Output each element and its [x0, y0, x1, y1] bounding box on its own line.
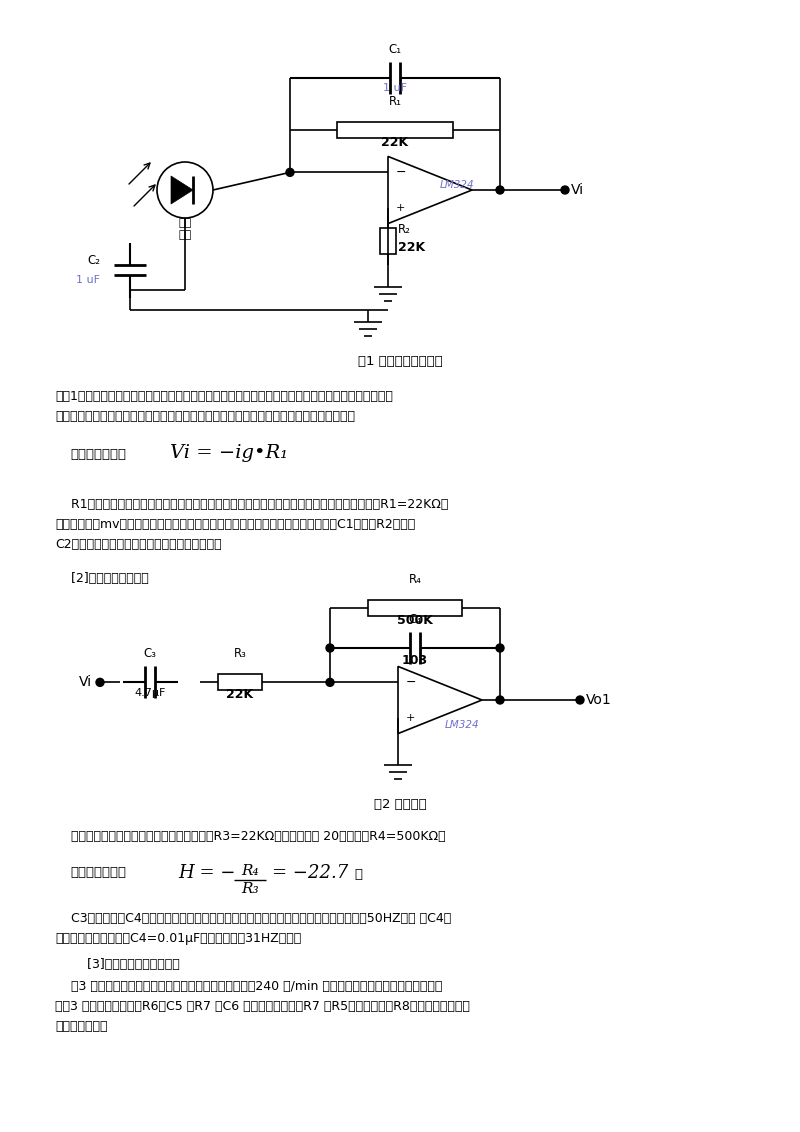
Text: C3用来隔直；C4用以防止放大器自激并起到低通作用，为了不影响有用信号又能滤掄50HZ干扰 ，C4不: C3用来隔直；C4用以防止放大器自激并起到低通作用，为了不影响有用信号又能滤掄5…	[55, 912, 451, 925]
Circle shape	[496, 696, 504, 704]
Circle shape	[576, 696, 584, 704]
Circle shape	[496, 644, 504, 652]
Text: +: +	[396, 203, 406, 213]
Text: 图3 为二级低通放大电路。按人体脉携在最高跳动次数240 次/min 计算，据归一化法设计低通放大器，: 图3 为二级低通放大电路。按人体脉携在最高跳动次数240 次/min 计算，据归…	[55, 980, 442, 993]
Text: R₂: R₂	[398, 223, 411, 235]
Text: Vi = −ig•R₁: Vi = −ig•R₁	[170, 444, 288, 462]
Text: 1 uF: 1 uF	[76, 275, 100, 285]
Text: C₃: C₃	[143, 648, 157, 660]
Text: 22K: 22K	[226, 688, 254, 702]
Text: Vi: Vi	[79, 676, 92, 689]
Text: −: −	[396, 166, 406, 179]
Circle shape	[561, 186, 569, 194]
Text: 1 uF: 1 uF	[383, 83, 407, 93]
Text: 4.7μF: 4.7μF	[134, 688, 166, 698]
Text: = −22.7: = −22.7	[272, 864, 348, 882]
Text: R₃: R₃	[241, 882, 259, 897]
Text: 图1 光电信号转换电路: 图1 光电信号转换电路	[358, 355, 442, 368]
Circle shape	[286, 169, 294, 177]
Text: −: −	[406, 676, 417, 689]
Text: 确光
电池: 确光 电池	[178, 218, 192, 240]
Text: 电路的输出为：: 电路的输出为：	[70, 448, 126, 461]
Polygon shape	[171, 175, 193, 204]
Text: R₃: R₃	[234, 648, 246, 660]
Text: 103: 103	[402, 654, 428, 667]
Text: 图2 一级放大: 图2 一级放大	[374, 798, 426, 811]
Text: 得理想放大倍数: 得理想放大倍数	[70, 866, 126, 880]
Text: 能太大也不能太小，取C4=0.01μF将频率截止到31HZ恰好。: 能太大也不能太小，取C4=0.01μF将频率截止到31HZ恰好。	[55, 932, 302, 945]
Bar	[368, 600, 462, 616]
Text: C₂: C₂	[87, 254, 100, 266]
Text: 如图1，换能元件为确光电池，脉携信号的拾取实际上是光透过指尖射到确光电池时发生相应的强度变: 如图1，换能元件为确光电池，脉携信号的拾取实际上是光透过指尖射到确光电池时发生相…	[55, 391, 393, 403]
Text: C₁: C₁	[389, 43, 402, 55]
Text: [2]一级反向放大电路: [2]一级反向放大电路	[55, 572, 149, 585]
Circle shape	[326, 644, 334, 652]
Text: LM324: LM324	[440, 180, 474, 190]
Text: R₁: R₁	[389, 95, 402, 108]
Text: 使得输出达到mv级。为了抑制高频干扰和消除运放输入偏置电流的影响，接入电容C1、电阾R2和电容: 使得输出达到mv级。为了抑制高频干扰和消除运放输入偏置电流的影响，接入电容C1、…	[55, 518, 415, 531]
Text: 500K: 500K	[397, 614, 433, 627]
Text: 倍: 倍	[354, 868, 362, 881]
Text: LM324: LM324	[445, 720, 480, 730]
Text: +: +	[406, 713, 415, 722]
Text: Vo1: Vo1	[586, 693, 612, 708]
Text: Vi: Vi	[571, 183, 584, 197]
Circle shape	[326, 678, 334, 686]
Circle shape	[496, 186, 504, 194]
Text: R₄: R₄	[241, 864, 259, 878]
Text: H = −: H = −	[178, 864, 235, 882]
Text: C₄: C₄	[409, 614, 422, 626]
Circle shape	[96, 678, 104, 686]
Text: 为了与前面匹配，并使选用器件简便，选择R3=22KΩ，为满足放大 20倍，选用R4=500KΩ。: 为了与前面匹配，并使选用器件简便，选择R3=22KΩ，为满足放大 20倍，选用R…	[55, 830, 446, 843]
Text: 22K: 22K	[398, 241, 425, 254]
Text: 化，从而产生确光电池电流的微弱变化，再经过放大而得到的。所拾取的信号为电压信号。: 化，从而产生确光电池电流的微弱变化，再经过放大而得到的。所拾取的信号为电压信号。	[55, 410, 355, 423]
Text: [3]后置二阶低通放大电路: [3]后置二阶低通放大电路	[55, 958, 180, 971]
Text: 22K: 22K	[382, 136, 409, 149]
Bar	[218, 675, 262, 691]
Text: R₄: R₄	[409, 573, 422, 586]
Text: R1过大，稳定性差，容易产生漂移误差，影响增益粿度，考虑到灵敏度和线性度的协调，选R1=22KΩ，: R1过大，稳定性差，容易产生漂移误差，影响增益粿度，考虑到灵敏度和线性度的协调，…	[55, 498, 448, 511]
Bar	[338, 122, 453, 138]
Text: 不平衡的影响。: 不平衡的影响。	[55, 1020, 107, 1034]
Text: C2。电容的取值是基于脉携信号的频率考虑的。: C2。电容的取值是基于脉携信号的频率考虑的。	[55, 538, 222, 551]
Text: 如图3 所示。转折频率由R6、C5 、R7 和C6 决定，放大倍数由R7 和R5的比値决定，R8用来减小输入阱抗: 如图3 所示。转折频率由R6、C5 、R7 和C6 决定，放大倍数由R7 和R5…	[55, 1000, 470, 1013]
Bar	[380, 229, 396, 255]
